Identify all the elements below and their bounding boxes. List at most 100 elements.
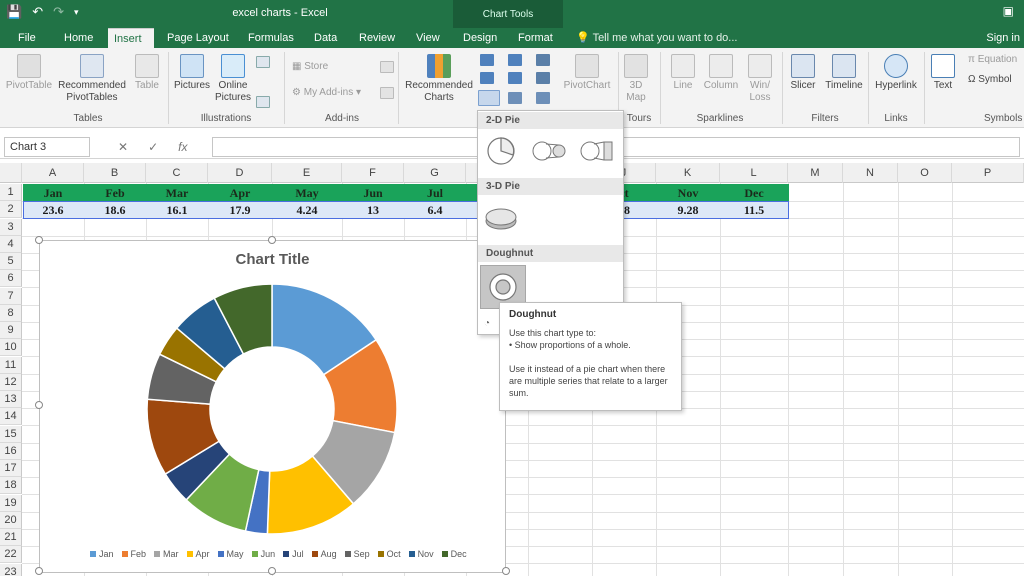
column-header[interactable]: C	[146, 163, 208, 183]
undo-icon[interactable]: ↶	[32, 4, 44, 19]
tab-format[interactable]: Format	[518, 32, 553, 44]
row-header[interactable]: 21	[0, 529, 22, 546]
save-icon[interactable]: 💾	[6, 4, 23, 19]
tell-me-box[interactable]: 💡 Tell me what you want to do...	[576, 28, 737, 48]
row-header[interactable]: 8	[0, 304, 22, 322]
legend-entry-dec[interactable]: Dec	[441, 549, 467, 559]
chart-title[interactable]: Chart Title	[235, 251, 310, 268]
bar-of-pie-option[interactable]	[578, 133, 616, 169]
pie-chart-button[interactable]	[478, 90, 500, 106]
pivotchart-button[interactable]: PivotChart	[562, 54, 612, 92]
my-addins-button[interactable]: ⚙ My Add-ins ▾	[292, 87, 362, 98]
column-header[interactable]: P	[952, 163, 1024, 183]
legend-entry-oct[interactable]: Oct	[377, 549, 401, 559]
column-header[interactable]: L	[720, 163, 788, 183]
legend-entry-jun[interactable]: Jun	[251, 549, 275, 559]
cancel-icon[interactable]: ✕	[118, 140, 129, 154]
ribbon-display-icon[interactable]: ▣	[1002, 4, 1014, 18]
column-header[interactable]: M	[788, 163, 843, 183]
insert-function-icon[interactable]: fx	[178, 140, 188, 154]
value-cell[interactable]: 11.5	[743, 203, 765, 217]
column-header[interactable]: F	[342, 163, 404, 183]
statistic-chart-icon[interactable]	[536, 54, 550, 66]
doughnut-slice-dec[interactable]	[213, 283, 273, 356]
column-chart-icon[interactable]	[480, 54, 494, 66]
tab-home[interactable]: Home	[64, 32, 94, 44]
row-header[interactable]: 16	[0, 442, 22, 460]
row-header[interactable]: 15	[0, 425, 22, 443]
value-cell[interactable]: 13	[367, 203, 379, 217]
row-header[interactable]: 22	[0, 546, 22, 564]
row-header[interactable]: 10	[0, 339, 22, 357]
combo-chart-icon[interactable]	[536, 72, 550, 84]
radar-chart-icon[interactable]	[536, 92, 550, 104]
column-header[interactable]: E	[272, 163, 342, 183]
symbol-button[interactable]: Ω Symbol	[968, 74, 1012, 86]
chart-resize-handle[interactable]	[268, 567, 276, 575]
store-button[interactable]: ▦ Store	[292, 61, 328, 73]
hyperlink-button[interactable]: Hyperlink	[872, 54, 920, 92]
chart-resize-handle[interactable]	[35, 401, 43, 409]
more-pie-charts-icon[interactable]: ◔	[484, 318, 491, 329]
scatter-chart-icon[interactable]	[508, 92, 522, 104]
smartart-icon[interactable]	[256, 96, 270, 108]
tab-data[interactable]: Data	[314, 32, 338, 44]
sparkline-winloss-button[interactable]: Win/ Loss	[744, 54, 776, 104]
month-header-cell[interactable]: Dec	[744, 186, 764, 200]
line-chart-icon[interactable]	[480, 72, 494, 84]
row-header[interactable]: 12	[0, 373, 22, 391]
chart-resize-handle[interactable]	[35, 236, 43, 244]
select-all-corner[interactable]	[0, 163, 22, 183]
recommended-pivottables-button[interactable]: Recommended PivotTables	[56, 54, 128, 104]
value-cell[interactable]: 23.6	[42, 203, 64, 217]
chart-resize-handle[interactable]	[35, 567, 43, 575]
doughnut-plot[interactable]	[142, 279, 402, 539]
column-header[interactable]: O	[898, 163, 952, 183]
value-cell[interactable]: 17.9	[229, 203, 251, 217]
legend-entry-mar[interactable]: Mar	[154, 549, 179, 559]
recommended-charts-button[interactable]: Recommended Charts	[402, 54, 476, 104]
redo-icon[interactable]: ↷	[53, 4, 64, 19]
month-header-cell[interactable]: Feb	[105, 186, 125, 200]
value-cell[interactable]: 6.4	[427, 203, 443, 217]
legend-entry-may[interactable]: May	[217, 549, 244, 559]
tab-view[interactable]: View	[416, 32, 440, 44]
online-pictures-button[interactable]: Online Pictures	[212, 54, 254, 104]
column-header[interactable]: B	[84, 163, 146, 183]
month-header-cell[interactable]: Jun	[363, 186, 383, 200]
value-cell[interactable]: 18.6	[104, 203, 126, 217]
tab-insert[interactable]: Insert	[108, 28, 154, 48]
value-cell[interactable]: 9.28	[677, 203, 699, 217]
row-header[interactable]: 20	[0, 511, 22, 529]
row-header[interactable]: 9	[0, 322, 22, 339]
month-header-cell[interactable]: Mar	[165, 186, 189, 200]
tab-review[interactable]: Review	[359, 32, 396, 44]
text-button[interactable]: Text	[928, 54, 958, 92]
3d-map-button[interactable]: 3D Map	[622, 54, 650, 104]
legend-entry-aug[interactable]: Aug	[311, 549, 337, 559]
chart-resize-handle[interactable]	[502, 567, 510, 575]
value-cell[interactable]: 4.24	[296, 203, 318, 217]
chart-legend[interactable]: Jan Feb Mar Apr May Jun Jul Aug Sep Oct Nov Dec	[90, 549, 467, 559]
month-header-cell[interactable]: Jul	[426, 186, 443, 200]
table-button[interactable]: Table	[130, 54, 164, 92]
tab-file[interactable]: File	[18, 32, 36, 44]
row-header[interactable]: 13	[0, 391, 22, 408]
value-cell[interactable]: 16.1	[166, 203, 188, 217]
pictures-button[interactable]: Pictures	[172, 54, 212, 92]
sign-in-link[interactable]: Sign in	[986, 32, 1020, 44]
sparkline-column-button[interactable]: Column	[702, 54, 740, 92]
column-header[interactable]: N	[843, 163, 898, 183]
row-header[interactable]: 2	[0, 201, 22, 219]
legend-entry-sep[interactable]: Sep	[344, 549, 370, 559]
row-header[interactable]: 23	[0, 563, 22, 576]
timeline-button[interactable]: Timeline	[822, 54, 866, 92]
sparkline-line-button[interactable]: Line	[666, 54, 700, 92]
row-header[interactable]: 3	[0, 218, 22, 236]
legend-entry-nov[interactable]: Nov	[408, 549, 434, 559]
month-header-cell[interactable]: Jan	[43, 186, 63, 200]
row-header[interactable]: 1	[0, 184, 22, 201]
hierarchy-chart-icon[interactable]	[508, 54, 522, 66]
column-header[interactable]: G	[404, 163, 466, 183]
doughnut-option[interactable]	[480, 265, 526, 309]
